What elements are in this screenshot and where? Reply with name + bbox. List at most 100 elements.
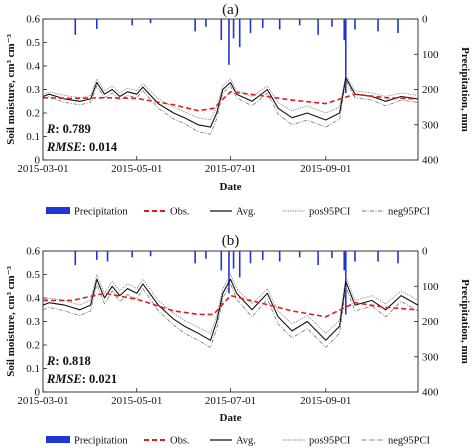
panel-a-y2-axis-label: Precipitation, mm [459,47,471,132]
panel-b-precip-bar [298,251,301,258]
panel-b-y2-tick-label: 400 [422,387,439,399]
panel-b-y2-tick-label: 300 [422,351,439,363]
panel-b-y-tick-label: 0.4 [26,293,40,305]
panel-b-precip-bar [331,251,333,259]
panel-b-x-tick-label: 2015-09-01 [300,395,351,407]
panel-b-x-tick-label: 2015-07-01 [205,395,256,407]
panel-b-legend-precip-swatch [46,436,70,443]
panel-b-y-tick-label: 0.3 [26,316,40,328]
panel-a-precip-bar [95,19,98,29]
panel-b-stat-rmse: RMSE: 0.021 [46,372,117,386]
panel-a-legend-label: Obs. [170,207,190,218]
panel-b-precip-bar [278,251,281,262]
panel-b-precip-bar [354,251,356,262]
panel-b-precip-bar [397,251,399,264]
panel-a-legend-label: pos95PCI [309,207,351,218]
panel-a-title: (a) [222,2,239,18]
panel-a-precip-bar [149,19,152,24]
panel-a-precip-bar [343,19,346,41]
panel-a-precip-bar [238,19,241,48]
panel-b-legend-label: Avg. [236,436,256,447]
panel-a-x-tick-label: 2015-07-01 [205,163,256,175]
panel-b-x-axis-label: Date [220,412,242,424]
panel-b-y-tick-label: 0 [35,387,41,399]
panel-a-y2-tick-label: 400 [422,155,439,167]
panel-b-precip-bar [228,251,230,294]
panel-a-y-tick-label: 0.2 [26,108,40,120]
panel-b-title: (b) [222,233,240,249]
panel-b-y-tick-label: 0.2 [26,340,40,352]
panel-b-precip-bar [317,251,319,266]
panel-a-y2-tick-label: 300 [422,119,439,131]
panel-b-series-pos95pci [42,274,419,334]
panel-b-precip-bar [106,251,109,262]
panel-a-y-tick-label: 0 [35,155,41,167]
panel-b-precip-bar [249,251,252,264]
panel-a-precip-bar [232,19,235,39]
panel-a-legend-label: Avg. [236,207,256,218]
panel-a-y-tick-label: 0.6 [26,14,40,26]
panel-a-series-pos95pci [42,75,419,121]
panel-a-series-neg95pci [42,79,419,135]
panel-b-legend-label: Obs. [170,436,190,447]
panel-b-precip-bar [232,251,235,269]
panel-a-precip-bar [354,19,356,30]
panel-b-precip-bar [131,251,133,258]
panel-b-precip-bar [261,251,264,260]
panel-a-y-tick-label: 0.5 [26,37,40,49]
panel-b-precip-bar [194,251,196,264]
panel-a-precip-bar [331,19,333,27]
panel-a-precip-bar [377,19,379,32]
panel-a-y-tick-label: 0.1 [26,131,40,143]
panel-b-precip-bar [149,251,152,257]
panel-b-y-tick-label: 0.6 [26,246,40,258]
panel-b-x-tick-label: 2015-05-01 [111,395,162,407]
panel-b-y2-tick-label: 0 [422,246,428,258]
panel-a-x-tick-label: 2015-03-01 [17,163,68,175]
panel-b-y2-tick-label: 100 [422,281,439,293]
panel-a-legend-precip-swatch [46,207,70,214]
panel-a-series-avg [42,77,419,128]
panel-b-series-neg95pci [42,283,419,348]
panel-b-precip-bar [343,251,346,271]
panel-a-precip-bar [278,19,281,30]
panel-a-x-tick-label: 2015-05-01 [111,163,162,175]
panel-a-y2-tick-label: 100 [422,49,439,61]
panel-b-y-tick-label: 0.5 [26,269,40,281]
panel-a-precip-bar [74,19,77,35]
panel-b-precip-bar [238,251,241,278]
panel-a-plot-frame [42,18,419,161]
panel-b-y-axis-label: Soil moisture, cm³ cm⁻³ [5,266,17,377]
panel-a-y2-tick-label: 0 [422,14,428,26]
panel-a-precip-bar [131,19,133,26]
panel-a-stat-r: R: 0.789 [46,122,91,136]
panel-b-y-tick-label: 0.1 [26,363,40,375]
panel-a-precip-bar [220,19,223,41]
panel-b-precip-bar [205,251,207,259]
panel-a-precip-bar [397,19,399,34]
panel-b-legend-label: neg95PCI [388,436,431,447]
panel-b-legend-label: pos95PCI [309,436,351,447]
panel-a-precip-bar [205,19,207,27]
panel-b-y2-axis-label: Precipitation, mm [459,279,471,364]
panel-a-series-obs [42,91,419,112]
panel-a-precip-bar [194,19,196,32]
panel-a-precip-bar [261,19,264,28]
panel-a-x-axis-label: Date [220,181,242,193]
panel-a-legend-label: neg95PCI [388,207,431,218]
panel-a-precip-bar [344,19,347,94]
panel-a-precip-bar [298,19,301,26]
panel-b-legend-label: Precipitation [74,436,128,447]
panel-b-series-avg [42,278,419,341]
panel-b-precip-bar [377,251,379,262]
panel-b-x-tick-label: 2015-03-01 [17,395,68,407]
panel-a-y2-tick-label: 200 [422,84,439,96]
panel-b-precip-bar [95,251,98,260]
panel-a-y-axis-label: Soil moisture, cm³ cm⁻³ [5,34,17,145]
panel-b-y2-tick-label: 200 [422,316,439,328]
panel-b-precip-bar [74,251,77,266]
panel-a-legend-label: Precipitation [74,207,128,218]
panel-a-precip-bar [228,19,230,65]
panel-b-precip-bar [220,251,223,271]
